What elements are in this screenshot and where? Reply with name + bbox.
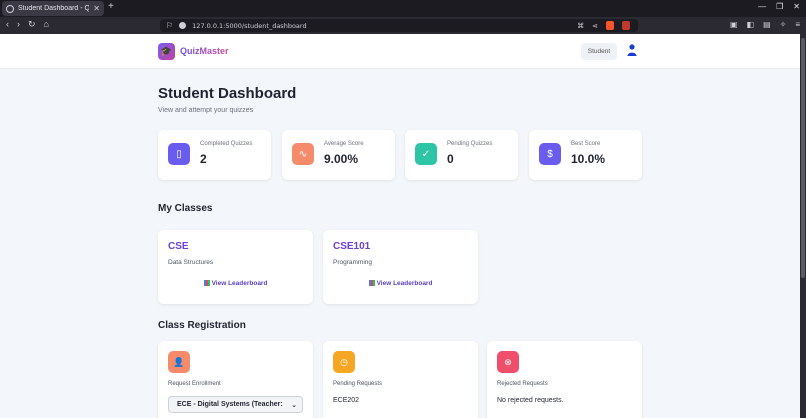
bar-chart-icon <box>203 280 210 287</box>
pending-requests-card: ◷ Pending Requests ECE202 <box>323 341 478 418</box>
leaderboard-link[interactable]: View Leaderboard <box>323 280 478 287</box>
graduation-cap-icon[interactable]: 🎓 <box>158 43 175 60</box>
site-info-icon[interactable] <box>179 22 187 29</box>
rejected-requests-value: No rejected requests. <box>497 397 564 404</box>
leaderboard-link-label[interactable]: View Leaderboard <box>376 280 433 287</box>
bar-chart-icon <box>368 280 375 287</box>
maximize-icon[interactable]: ❐ <box>776 2 784 11</box>
brand-name[interactable]: QuizMaster <box>180 46 229 56</box>
globe-icon <box>6 4 14 13</box>
tab-title: Student Dashboard - Quiz <box>18 5 90 12</box>
new-tab-icon[interactable]: + <box>108 1 114 12</box>
clock-icon: ◷ <box>333 351 355 373</box>
file-icon: ▯ <box>168 143 190 165</box>
check-circle-icon: ✓ <box>415 143 437 165</box>
share-icon[interactable]: ⋖ <box>592 22 598 30</box>
close-tab-icon[interactable]: ✕ <box>93 4 100 13</box>
browser-nav-bar: ‹ › ↻ ⌂ ⚐ 127.0.0.1:5000/student_dashboa… <box>0 17 806 34</box>
stat-label: Best Score <box>571 141 601 147</box>
x-circle-icon: ⊗ <box>497 351 519 373</box>
activity-icon: ∿ <box>292 143 314 165</box>
extensions-icon[interactable]: ✧ <box>779 20 787 29</box>
home-icon[interactable]: ⌂ <box>43 19 49 29</box>
translate-icon[interactable]: ⌘ <box>577 22 585 30</box>
rejected-requests-label: Rejected Requests <box>497 381 548 387</box>
section-title-registration: Class Registration <box>158 320 246 331</box>
stat-card-completed: ▯ Completed Quizzes 2 <box>158 130 271 180</box>
app-header: 🎓 QuizMaster Student <box>0 34 800 69</box>
stat-value: 2 <box>200 152 207 166</box>
window-controls: — ❐ ✕ <box>758 2 800 11</box>
minimize-icon[interactable]: — <box>758 2 767 11</box>
address-bar-actions: ⌘ ⋖ <box>577 21 630 30</box>
toolbar-icons: ▣ ◧ ▤ ✧ ≡ <box>730 20 800 29</box>
class-description: Data Structures <box>168 259 214 266</box>
stat-value: 10.0% <box>571 152 606 166</box>
class-name: CSE101 <box>333 241 371 252</box>
rejected-requests-card: ⊗ Rejected Requests No rejected requests… <box>487 341 642 418</box>
url-text[interactable]: 127.0.0.1:5000/student_dashboard <box>192 21 307 30</box>
page-title: Student Dashboard <box>158 85 297 102</box>
request-enrollment-card: 👤 Request Enrollment ECE - Digital Syste… <box>158 341 313 418</box>
class-description: Programming <box>333 259 373 266</box>
menu-icon[interactable]: ≡ <box>795 20 800 29</box>
browser-tab-bar: Student Dashboard - Quiz ✕ + — ❐ ✕ <box>0 0 806 17</box>
stat-label: Average Score <box>324 141 364 147</box>
nav-buttons: ‹ › ↻ ⌂ <box>6 19 49 30</box>
forward-icon[interactable]: › <box>17 19 20 29</box>
stat-card-best: $ Best Score 10.0% <box>529 130 642 180</box>
stat-value: 9.00% <box>324 152 359 166</box>
bookmark-icon[interactable]: ⚐ <box>166 21 174 30</box>
rewards-icon[interactable] <box>622 21 630 30</box>
scrollbar-thumb[interactable] <box>801 38 805 278</box>
reload-icon[interactable]: ↻ <box>28 19 36 29</box>
class-select[interactable]: ECE - Digital Systems (Teacher: ⌄ <box>168 396 303 413</box>
stat-card-pending: ✓ Pending Quizzes 0 <box>405 130 518 180</box>
dollar-icon: $ <box>539 143 561 165</box>
chevron-down-icon[interactable]: ⌄ <box>291 402 297 409</box>
pending-requests-label: Pending Requests <box>333 381 383 387</box>
stat-value: 0 <box>447 152 454 166</box>
class-name: CSE <box>168 241 189 252</box>
pending-request-item: ECE202 <box>333 397 360 404</box>
address-bar[interactable]: ⚐ 127.0.0.1:5000/student_dashboard ⌘ ⋖ <box>160 19 638 32</box>
split-view-icon[interactable]: ◧ <box>746 20 755 29</box>
leaderboard-link[interactable]: View Leaderboard <box>158 280 313 287</box>
user-plus-icon: 👤 <box>168 351 190 373</box>
back-icon[interactable]: ‹ <box>6 19 9 29</box>
user-icon[interactable] <box>627 44 637 56</box>
close-window-icon[interactable]: ✕ <box>793 2 800 11</box>
stat-card-average: ∿ Average Score 9.00% <box>282 130 395 180</box>
wallet-icon[interactable]: ▤ <box>763 20 771 29</box>
class-select-value[interactable]: ECE - Digital Systems (Teacher: <box>177 401 283 408</box>
stat-label: Pending Quizzes <box>447 141 493 147</box>
brave-shields-icon[interactable] <box>606 21 614 30</box>
class-card: CSE101 Programming View Leaderboard <box>323 230 478 304</box>
sidebar-icon[interactable]: ▣ <box>729 20 738 29</box>
section-title-classes: My Classes <box>158 203 213 214</box>
class-card: CSE Data Structures View Leaderboard <box>158 230 313 304</box>
page: 🎓 QuizMaster Student Student Dashboard V… <box>0 34 800 418</box>
request-enrollment-label: Request Enrollment <box>168 381 221 387</box>
leaderboard-link-label[interactable]: View Leaderboard <box>211 280 268 287</box>
role-badge[interactable]: Student <box>581 43 617 60</box>
page-subtitle: View and attempt your quizzes <box>158 107 254 114</box>
stat-label: Completed Quizzes <box>200 141 253 147</box>
browser-tab[interactable]: Student Dashboard - Quiz ✕ <box>2 1 104 16</box>
